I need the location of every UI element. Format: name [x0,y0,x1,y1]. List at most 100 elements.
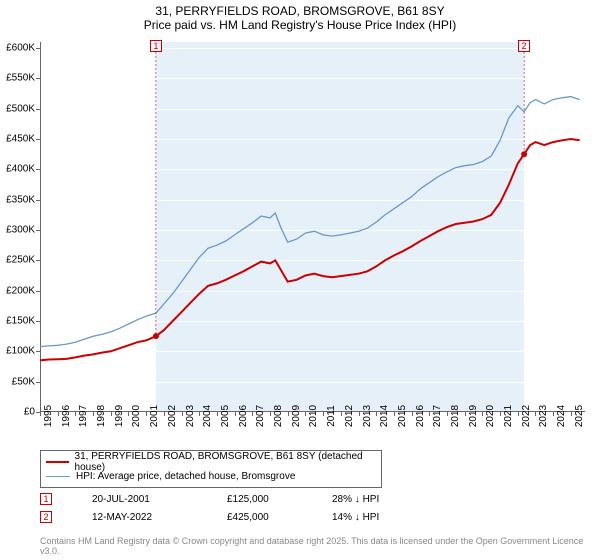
x-tick-label: 2011 [326,405,337,427]
x-tick-label: 2010 [308,405,319,427]
y-tick [36,48,40,49]
x-tick-label: 2017 [432,405,443,427]
x-tick-label: 2005 [220,405,231,427]
x-tick-label: 2025 [574,405,585,427]
x-tick-label: 2024 [556,405,567,427]
y-tick-label: £200K [0,285,35,296]
y-tick-label: £100K [0,346,35,357]
y-tick [36,139,40,140]
y-tick [36,78,40,79]
x-tick [75,412,76,416]
x-tick [447,412,448,416]
x-tick-label: 2003 [185,405,196,427]
series-hpi [40,97,580,347]
x-tick-label: 2023 [538,405,549,427]
x-tick [394,412,395,416]
x-tick [288,412,289,416]
x-tick-label: 2009 [291,405,302,427]
x-tick [465,412,466,416]
x-tick-label: 2021 [503,405,514,427]
x-tick [500,412,501,416]
x-tick [93,412,94,416]
x-tick [270,412,271,416]
y-tick [36,230,40,231]
marker-label-2: 2 [518,40,530,52]
x-tick [412,412,413,416]
x-tick [305,412,306,416]
y-tick-label: £450K [0,134,35,145]
x-tick-label: 1995 [43,405,54,427]
y-tick [36,169,40,170]
x-tick-label: 2008 [273,405,284,427]
chart-title-block: 31, PERRYFIELDS ROAD, BROMSGROVE, B61 8S… [0,0,600,32]
x-tick [323,412,324,416]
x-tick [535,412,536,416]
x-tick [252,412,253,416]
x-tick [553,412,554,416]
point-pct: 120-JUL-2001£125,00028% ↓ HPI212-MAY-202… [40,490,442,526]
x-tick-label: 2015 [397,405,408,427]
legend-swatch [46,461,69,463]
marker-label-1: 1 [150,40,162,52]
point-price: £425,000 [227,512,332,523]
x-tick-label: 2018 [450,405,461,427]
chart-lines-svg [40,42,585,412]
x-tick [40,412,41,416]
x-tick-label: 2013 [362,405,373,427]
x-tick [341,412,342,416]
x-tick [518,412,519,416]
y-tick-label: £350K [0,194,35,205]
y-tick [36,109,40,110]
y-tick-label: £250K [0,255,35,266]
title-line-1: 31, PERRYFIELDS ROAD, BROMSGROVE, B61 8S… [0,4,600,18]
x-tick [164,412,165,416]
y-tick [36,351,40,352]
x-tick [376,412,377,416]
x-tick-label: 2000 [131,405,142,427]
x-tick [482,412,483,416]
y-tick [36,260,40,261]
x-tick [359,412,360,416]
point-marker: 1 [40,493,52,505]
x-tick-label: 2020 [485,405,496,427]
y-tick [36,291,40,292]
x-tick-label: 1998 [96,405,107,427]
x-tick-label: 2002 [167,405,178,427]
title-line-2: Price paid vs. HM Land Registry's House … [0,18,600,32]
point-row: 212-MAY-2022£425,00014% ↓ HPI [40,508,442,526]
legend: 31, PERRYFIELDS ROAD, BROMSGROVE, B61 8S… [40,450,382,488]
point-date: 12-MAY-2022 [92,512,227,523]
x-tick-label: 2004 [202,405,213,427]
x-tick [111,412,112,416]
x-tick-label: 2014 [379,405,390,427]
y-tick [36,321,40,322]
y-tick-label: £550K [0,73,35,84]
x-tick-label: 1999 [114,405,125,427]
chart-plot-area: £0£50K£100K£150K£200K£250K£300K£350K£400… [40,42,585,412]
point-row: 120-JUL-2001£125,00028% ↓ HPI [40,490,442,508]
x-tick [235,412,236,416]
legend-text: HPI: Average price, detached house, Brom… [76,471,295,482]
x-tick [58,412,59,416]
y-tick-label: £500K [0,103,35,114]
y-tick-label: £150K [0,316,35,327]
x-tick-label: 2006 [238,405,249,427]
footer-text: Contains HM Land Registry data © Crown c… [40,536,600,556]
x-tick [146,412,147,416]
x-tick-label: 2019 [468,405,479,427]
x-tick [571,412,572,416]
x-tick-label: 2012 [344,405,355,427]
y-tick [36,382,40,383]
y-tick [36,200,40,201]
x-tick-label: 2022 [521,405,532,427]
y-tick-label: £50K [0,376,35,387]
x-tick-label: 2007 [255,405,266,427]
legend-swatch [46,476,70,477]
x-tick [182,412,183,416]
x-tick-label: 1996 [61,405,72,427]
x-tick-label: 2016 [415,405,426,427]
x-tick-label: 1997 [78,405,89,427]
point-price: £125,000 [227,494,332,505]
point-marker: 2 [40,511,52,523]
y-tick-label: £600K [0,43,35,54]
